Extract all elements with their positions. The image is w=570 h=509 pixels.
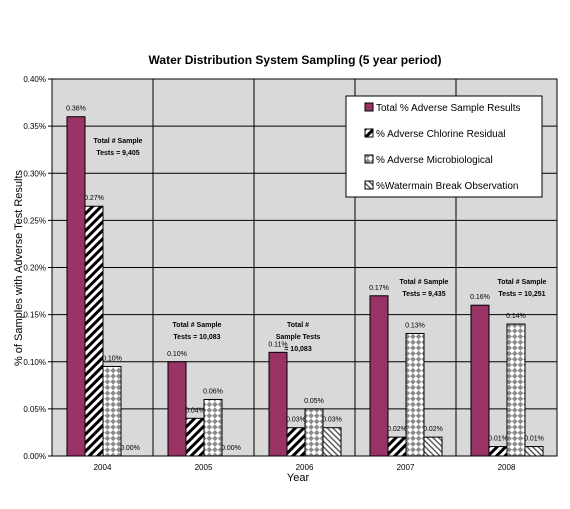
sample-count-annotation: Tests = 9,405 (96, 150, 139, 157)
bar (488, 446, 508, 457)
sample-count-annotation: Total # Sample (173, 322, 222, 329)
bar (102, 365, 122, 457)
data-label: 0.02% (423, 426, 443, 433)
legend-swatch (364, 128, 374, 138)
bars (66, 116, 544, 457)
legend-swatch (364, 154, 374, 164)
data-label: 0.36% (66, 106, 86, 113)
data-label: 0.10% (167, 351, 187, 358)
sample-count-annotation: Total # Sample (94, 138, 143, 145)
legend-label: Total % Adverse Sample Results (376, 103, 521, 114)
x-tick-label: 2007 (397, 463, 415, 472)
bar (524, 446, 544, 457)
data-label: 0.17% (369, 285, 389, 292)
legend: Total % Adverse Sample Results % Adverse … (345, 95, 543, 198)
data-label: 0.16% (470, 294, 490, 301)
y-tick-label: 0.15% (23, 311, 46, 320)
sample-count-annotation: Sample Tests (276, 334, 321, 341)
bar (387, 436, 407, 457)
legend-swatch (364, 180, 374, 190)
data-label: 0.14% (506, 313, 526, 320)
legend-box (345, 95, 543, 198)
data-label: 0.00% (120, 445, 140, 452)
data-labels: 0.36% 0.10% 0.11% 0.17% 0.16% 0.27% 0.04% 0.03%… (66, 106, 544, 452)
legend-label: % Adverse Microbiological (376, 155, 493, 166)
data-label: 0.01% (488, 436, 508, 443)
y-tick-label: 0.00% (23, 452, 46, 461)
bar (286, 427, 306, 457)
data-label: 0.01% (524, 436, 544, 443)
x-tick-label: 2008 (498, 463, 516, 472)
data-label: 0.27% (84, 195, 104, 202)
bar (203, 398, 223, 457)
data-label: 0.06% (203, 388, 223, 395)
sample-count-annotation: Total # Sample (498, 279, 547, 286)
bar (369, 295, 389, 457)
y-tick-label: 0.05% (23, 405, 46, 414)
data-label: 0.03% (286, 417, 306, 424)
bar (185, 417, 205, 457)
y-axis-ticks: 0.00% 0.05% 0.10% 0.15% 0.20% 0.25% 0.30% 0.35%… (23, 75, 52, 461)
sample-count-annotation: Tests = 10,251 (498, 291, 545, 298)
y-tick-label: 0.25% (23, 216, 46, 225)
bar (167, 361, 187, 457)
x-axis-ticks: 2004 2005 2006 2007 2008 (94, 463, 516, 472)
data-label: 0.04% (185, 407, 205, 414)
legend-swatch (364, 102, 374, 112)
chart-title: Water Distribution System Sampling (5 ye… (149, 53, 442, 67)
data-label: 0.05% (304, 398, 324, 405)
x-tick-label: 2005 (195, 463, 213, 472)
data-label: 0.10% (102, 355, 122, 362)
bar (405, 332, 425, 457)
bar (322, 427, 342, 457)
y-tick-label: 0.40% (23, 75, 46, 84)
bar (423, 436, 443, 457)
data-label: 0.03% (322, 417, 342, 424)
sample-count-annotation: Tests = 9,435 (402, 291, 445, 298)
y-tick-label: 0.35% (23, 122, 46, 131)
bar (470, 304, 490, 457)
sample-count-annotation: Total # Sample (400, 279, 449, 286)
y-tick-label: 0.10% (23, 358, 46, 367)
bar (66, 116, 86, 457)
data-label: 0.00% (221, 445, 241, 452)
sample-count-annotation: Tests = 10,083 (173, 334, 220, 341)
y-axis-title: % of Samples with Adverse Test Results (13, 169, 25, 366)
legend-label: %Watermain Break Observation (376, 181, 518, 192)
x-axis-title: Year (287, 472, 310, 484)
bar (268, 351, 288, 457)
x-tick-label: 2004 (94, 463, 112, 472)
bar (84, 205, 104, 457)
bar (506, 323, 526, 457)
sample-count-annotation: = 10,083 (284, 346, 312, 353)
sample-count-annotation: Total # (287, 322, 309, 329)
data-label: 0.02% (387, 426, 407, 433)
legend-label: % Adverse Chlorine Residual (376, 129, 506, 140)
y-tick-label: 0.20% (23, 264, 46, 273)
bar (304, 408, 324, 457)
x-tick-label: 2006 (296, 463, 314, 472)
annotations: Total # Sample Tests = 9,405 Total # Sampl… (94, 138, 547, 353)
data-label: 0.11% (268, 341, 287, 348)
data-label: 0.13% (405, 322, 425, 329)
y-tick-label: 0.30% (23, 169, 46, 178)
